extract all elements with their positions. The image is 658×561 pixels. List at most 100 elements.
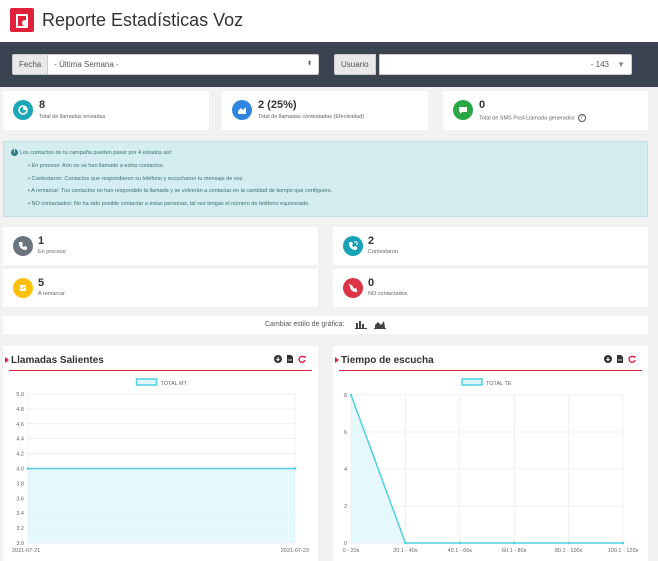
x-tick-label: 100.1 - 120s xyxy=(608,548,639,554)
info-alert: i Los contactos de tu campaña pueden pas… xyxy=(3,141,648,217)
page-title: Reporte Estadísticas Voz xyxy=(42,10,244,30)
app-logo-icon xyxy=(10,8,34,32)
y-tick-label: 4.4 xyxy=(16,437,24,443)
data-point xyxy=(293,467,297,470)
panel-title: Tiempo de escucha xyxy=(335,355,434,366)
info-list: En proceso: Aún no se han llamado a esto… xyxy=(28,160,332,210)
state-card-not-contacted: 0 NO contactados xyxy=(333,269,648,307)
sms-icon xyxy=(453,100,473,120)
y-tick-label: 5.0 xyxy=(16,392,24,398)
panel-divider xyxy=(339,370,642,371)
legend-swatch xyxy=(135,378,158,386)
y-tick-label: 0 xyxy=(344,541,347,547)
data-point xyxy=(567,541,570,545)
chart-outgoing-calls: TOTAL MT 3.0 3.2 3.4 3.6 3.8 4.0 4.2 4.4 4.6 4.8 5.… xyxy=(12,378,309,554)
series-area xyxy=(28,468,295,543)
info-item: NO contactados: No ha sido posible conta… xyxy=(28,198,332,211)
phone-slash-icon xyxy=(343,278,363,298)
refresh-icon[interactable] xyxy=(628,355,636,363)
state-card-redial: 5 A remarcar xyxy=(3,269,318,307)
x-tick-label: 80.1 - 100s xyxy=(555,548,583,554)
y-tick-label: 3.2 xyxy=(16,526,24,532)
page-header: Reporte Estadísticas Voz xyxy=(0,0,658,42)
state-value: 5 xyxy=(38,277,45,289)
data-point xyxy=(349,393,353,397)
y-tick-label: 4 xyxy=(344,467,347,473)
chart-panel-listening: Tiempo de escucha TOTAL TE 0 2 4 6 8 0 - 20s 20… xyxy=(333,346,648,561)
state-label: A remarcar xyxy=(38,291,65,297)
stat-card-answered: 2 (25%) Total de llamadas contestadas (E… xyxy=(222,91,428,130)
data-point xyxy=(404,541,407,545)
y-tick-label: 3.4 xyxy=(16,511,24,517)
download-icon[interactable] xyxy=(604,355,612,363)
x-tick-label: 20.1 - 40s xyxy=(393,548,418,554)
state-label: Contestaron xyxy=(368,249,398,255)
y-tick-label: 4.6 xyxy=(16,422,24,428)
download-icon[interactable] xyxy=(274,355,282,363)
state-card-answered: 2 Contestaron xyxy=(333,227,648,265)
help-icon[interactable]: ? xyxy=(577,114,586,122)
info-icon: i xyxy=(11,149,18,156)
data-point xyxy=(512,541,516,545)
legend-label: TOTAL TE xyxy=(486,381,512,387)
series-area xyxy=(351,395,623,543)
legend-swatch xyxy=(461,378,483,386)
y-tick-label: 4.8 xyxy=(16,407,24,413)
y-tick-label: 8 xyxy=(344,393,347,399)
area-chart-toggle-icon[interactable] xyxy=(374,320,386,329)
user-filter: Usuario - 143 ▼ xyxy=(334,54,632,75)
date-filter-select[interactable]: - Última Semana - ⬍ xyxy=(48,54,319,75)
data-point xyxy=(621,541,625,545)
chart-panel-outgoing: Llamadas Salientes TOTAL MT 3.0 3.2 3.4 3.6 3… xyxy=(3,346,318,561)
x-tick-label: 40.1 - 60s xyxy=(448,548,473,554)
x-tick-label: 60.1 - 80s xyxy=(502,548,527,554)
phone-icon xyxy=(13,236,33,256)
refresh-icon[interactable] xyxy=(298,355,306,363)
info-item: En proceso: Aún no se han llamado a esto… xyxy=(28,160,332,173)
date-filter-label: Fecha xyxy=(12,54,49,75)
y-tick-label: 4.0 xyxy=(16,467,24,473)
data-point xyxy=(458,541,462,545)
export-file-icon[interactable] xyxy=(616,355,624,363)
stat-card-sms: 0 Total de SMS Post-Llamada generados? xyxy=(443,91,648,130)
y-tick-label: 3.0 xyxy=(16,541,24,547)
user-filter-label: Usuario xyxy=(334,54,376,75)
x-tick-label: 0 - 20s xyxy=(343,548,360,554)
state-label: NO contactados xyxy=(368,291,408,297)
info-item: A remarcar: Tus contactos no han respond… xyxy=(28,185,332,198)
user-filter-select[interactable]: - 143 ▼ xyxy=(378,54,632,75)
info-item: Contestaron: Contactos que respondieron … xyxy=(28,173,332,186)
select-arrows-icon: ⬍ xyxy=(306,61,312,67)
panel-title: Llamadas Salientes xyxy=(5,355,104,366)
info-intro: Los contactos de tu campaña pueden pasar… xyxy=(20,150,173,156)
stat-label-text: Total de SMS Post-Llamada generados xyxy=(479,115,575,122)
stat-label: Total de SMS Post-Llamada generados? xyxy=(479,114,586,122)
state-value: 2 xyxy=(368,235,375,247)
y-tick-label: 3.6 xyxy=(16,496,24,502)
stat-label: Total de llamadas contestadas (Efectivid… xyxy=(258,114,365,120)
filter-bar: Fecha - Última Semana - ⬍ Usuario - 143 … xyxy=(0,42,658,87)
stat-label: Total de llamadas enviadas xyxy=(39,114,106,120)
phone-incoming-icon xyxy=(343,236,363,256)
chevron-down-icon: ▼ xyxy=(617,60,625,69)
pie-chart-icon xyxy=(13,100,33,120)
y-tick-label: 3.8 xyxy=(16,481,24,487)
series-line xyxy=(350,394,623,544)
x-tick-label: 2021-07-23 xyxy=(281,548,309,554)
state-value: 1 xyxy=(38,235,45,247)
chart-style-label: Cambiar estilo de gráfica: xyxy=(265,321,345,328)
user-filter-value: - 143 xyxy=(590,60,609,69)
panel-divider xyxy=(9,370,312,371)
area-chart-icon xyxy=(232,100,252,120)
state-value: 0 xyxy=(368,277,375,289)
bar-chart-icon[interactable] xyxy=(355,320,367,329)
stat-value: 8 xyxy=(39,99,46,111)
x-tick-label: 2021-07-21 xyxy=(12,548,40,554)
date-filter-value: - Última Semana - xyxy=(54,60,119,69)
y-tick-label: 2 xyxy=(344,504,347,510)
export-file-icon[interactable] xyxy=(286,355,294,363)
chart-style-toggle: Cambiar estilo de gráfica: xyxy=(3,316,648,334)
redial-icon xyxy=(13,278,33,298)
stat-card-sent: 8 Total de llamadas enviadas xyxy=(3,91,209,130)
y-tick-label: 6 xyxy=(344,430,347,436)
